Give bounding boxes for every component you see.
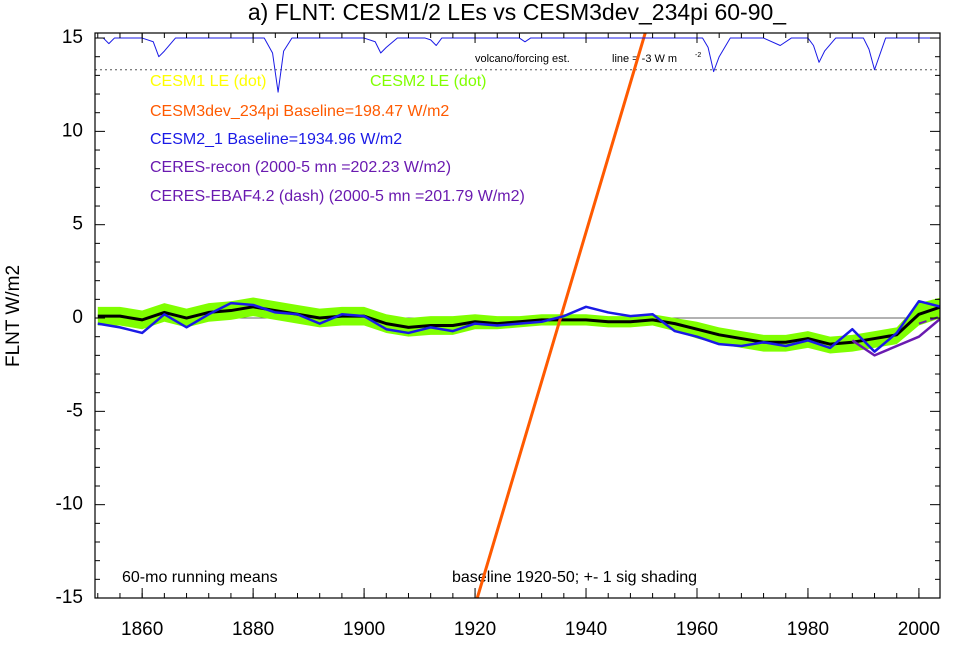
plot-frame: [94, 32, 941, 599]
y-tick-label: 5: [72, 214, 83, 235]
plot-area: [95, 33, 940, 598]
chart-title: a) FLNT: CESM1/2 LEs vs CESM3dev_234pi 6…: [248, 0, 787, 25]
x-tick-label: 2000: [898, 619, 940, 640]
y-tick-label: -15: [56, 587, 83, 608]
legend-entry: CESM2_1 Baseline=1934.96 W/m2: [150, 131, 402, 148]
series-line: [918, 315, 940, 325]
annotation: 60-mo running means: [122, 569, 278, 586]
y-axis-label: FLNT W/m2: [3, 265, 24, 367]
annotation: baseline 1920-50; +- 1 sig shading: [452, 569, 697, 586]
x-tick-label: 1960: [676, 619, 718, 640]
legend-entry: CESM1 LE (dot): [150, 73, 266, 90]
annotation: -2: [695, 52, 701, 59]
legend-entry: CERES-recon (2000-5 mn =202.23 W/m2): [150, 159, 451, 176]
y-tick-label: -5: [66, 400, 83, 421]
series-line: [851, 317, 940, 357]
annotation: line = -3 W m: [612, 53, 677, 65]
series-line: [97, 299, 940, 353]
legend-entry: CERES-EBAF4.2 (dash) (2000-5 mn =201.79 …: [150, 188, 525, 205]
series-line: [95, 37, 940, 93]
x-tick-label: 1900: [343, 619, 385, 640]
y-tick-label: 0: [72, 307, 83, 328]
x-tick-label: 1940: [565, 619, 607, 640]
legend-entry: CESM2 LE (dot): [370, 73, 486, 90]
x-tick-label: 1880: [232, 619, 274, 640]
y-tick-label: 10: [62, 120, 83, 141]
legend-entry: CESM3dev_234pi Baseline=198.47 W/m2: [150, 103, 449, 120]
y-tick-label: 15: [62, 27, 83, 48]
y-tick-label: -10: [56, 494, 83, 515]
band: [97, 297, 940, 354]
x-tick-label: 1860: [121, 619, 163, 640]
x-tick-label: 1920: [454, 619, 496, 640]
series-line: [97, 305, 940, 346]
annotation: volcano/forcing est.: [475, 53, 570, 65]
x-tick-label: 1980: [787, 619, 829, 640]
